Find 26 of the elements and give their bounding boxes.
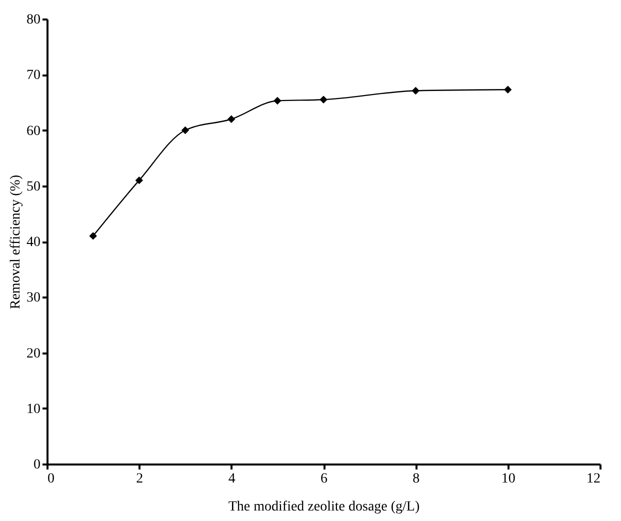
x-tick-label: 8 [412, 472, 420, 486]
y-axis-title: Removal efficiency (%) [8, 174, 24, 310]
x-axis-title: The modified zeolite dosage (g/L) [228, 500, 420, 514]
y-tick-label: 80 [26, 12, 40, 28]
point [504, 86, 512, 94]
y-tick-label: 60 [26, 124, 40, 139]
y-tick-label: 50 [26, 179, 40, 194]
point [181, 126, 190, 134]
x-tick-label: 2 [136, 472, 144, 486]
point [274, 96, 282, 105]
x-tick-label: 10 [501, 472, 516, 486]
x-tick-label: 4 [228, 472, 236, 486]
x-tick-label: 12 [586, 472, 600, 486]
y-tick-label: 70 [26, 68, 40, 84]
x-tick-label: 0 [48, 472, 54, 486]
y-tick-label: 20 [26, 346, 40, 362]
y-tick-label: 40 [26, 235, 40, 250]
point [89, 232, 97, 240]
point [135, 176, 144, 184]
point [320, 96, 328, 104]
y-tick-label: 0 [34, 458, 40, 472]
point [227, 115, 236, 123]
x-tick-label: 6 [320, 472, 328, 486]
point [412, 86, 420, 95]
y-tick-label: 10 [26, 402, 40, 417]
y-tick-label: 30 [26, 290, 40, 306]
